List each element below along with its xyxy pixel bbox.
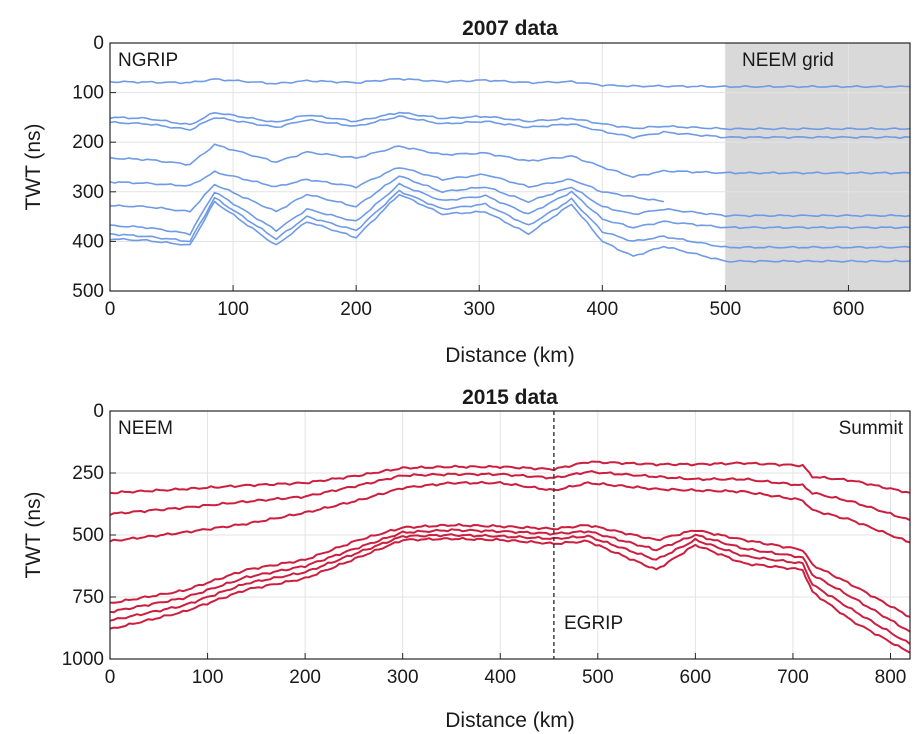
x-tick-label: 800 [875, 667, 907, 688]
y-tick-label: 300 [72, 182, 104, 203]
series-line-5 [109, 167, 664, 203]
y-axis-label-2015: TWT (ns) [22, 491, 45, 578]
series-line-9 [109, 194, 911, 263]
x-axis-label-2015: Distance (km) [445, 709, 575, 732]
series-group-2007 [109, 77, 911, 263]
x-tick-label: 200 [340, 299, 372, 320]
series-line-1 [109, 460, 911, 495]
x-axis-label-2007: Distance (km) [445, 344, 575, 367]
y-tick-label: 0 [93, 401, 104, 422]
annotation-neem-grid: NEEM grid [742, 50, 834, 71]
series-line-2 [109, 111, 911, 131]
x-tick-label: 0 [105, 299, 116, 320]
annotation-summit: Summit [839, 418, 904, 439]
panel-2015: 0 100 200 300 400 500 600 700 80002505007501000 … [22, 386, 911, 732]
series-line-3 [109, 115, 911, 139]
series-line-7 [109, 182, 911, 236]
x-tick-label: 300 [387, 667, 419, 688]
annotation-egrip: EGRIP [564, 613, 623, 634]
x-tick-label: 500 [710, 299, 742, 320]
chart-title-2015: 2015 data [462, 386, 558, 409]
y-tick-label: 250 [72, 463, 104, 484]
panel-2007: 0 100 200 300 400 500 600 0 100 200 300 400 500 2007… [22, 17, 911, 367]
series-line-8 [109, 189, 911, 249]
series-line-6 [109, 533, 911, 645]
x-tick-label: 200 [289, 667, 321, 688]
series-line-7 [109, 536, 911, 654]
y-tick-label: 400 [72, 231, 104, 252]
x-tick-label: 0 [105, 667, 116, 688]
axes-box-2007 [109, 42, 911, 292]
x-tick-label: 100 [192, 667, 224, 688]
annotation-ngrip: NGRIP [118, 50, 178, 71]
series-line-1 [109, 77, 911, 89]
y-axis-label-2007: TWT (ns) [22, 123, 45, 210]
y-tick-label: 100 [72, 83, 104, 104]
series-line-2 [109, 470, 911, 522]
series-line-5 [109, 528, 911, 633]
series-line-4 [109, 143, 911, 179]
x-tick-label: 500 [582, 667, 614, 688]
y-tick-label: 1000 [62, 649, 104, 670]
y-tick-label: 200 [72, 132, 104, 153]
ticks-2007: 0 100 200 300 400 500 600 0 100 200 300 400 500 [72, 33, 864, 320]
y-tick-label: 500 [72, 281, 104, 302]
x-tick-label: 400 [586, 299, 618, 320]
x-tick-label: 100 [217, 299, 249, 320]
ticks-2015: 0 100 200 300 400 500 600 700 800 0 250 500 750 1000 [62, 401, 907, 688]
series-line-3 [109, 480, 911, 544]
y-tick-label: 500 [72, 525, 104, 546]
chart-title-2007: 2007 data [462, 17, 558, 40]
y-tick-label: 0 [93, 33, 104, 54]
x-tick-label: 600 [680, 667, 712, 688]
y-tick-label: 750 [72, 587, 104, 608]
x-tick-label: 700 [777, 667, 809, 688]
neem-grid-shading [725, 43, 910, 291]
x-tick-label: 600 [833, 299, 865, 320]
series-line-6 [109, 175, 911, 218]
x-tick-label: 300 [463, 299, 495, 320]
series-group-2015 [109, 460, 911, 654]
series-line-4 [109, 523, 911, 618]
annotation-neem: NEEM [118, 418, 173, 439]
x-tick-label: 400 [484, 667, 516, 688]
